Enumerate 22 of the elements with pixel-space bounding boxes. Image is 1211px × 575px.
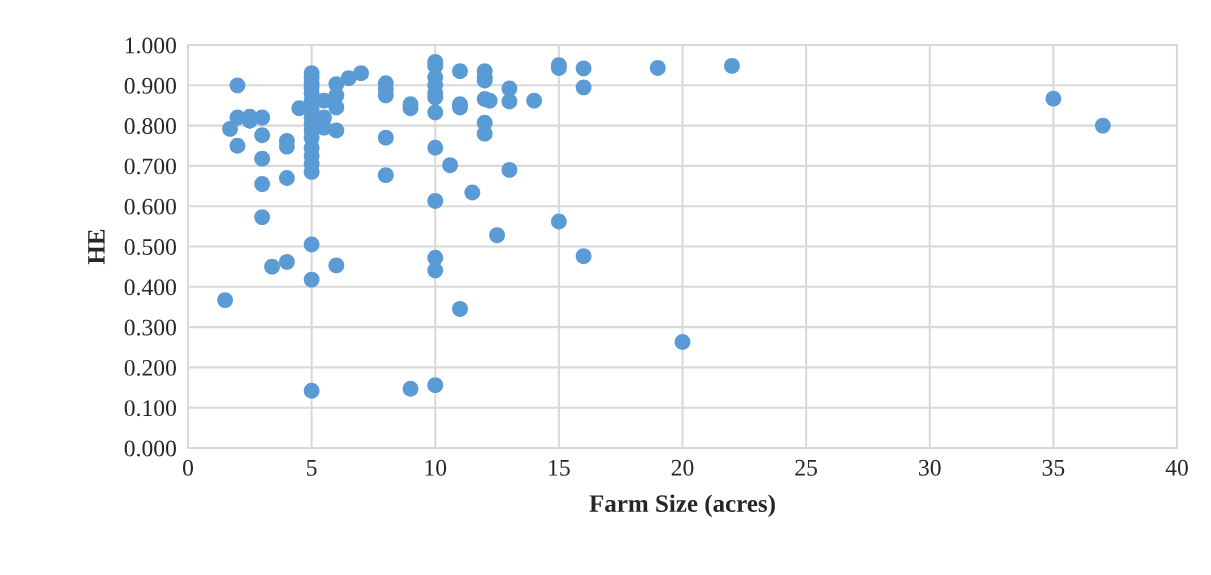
- y-tick-label: 0.100: [124, 400, 176, 417]
- y-tick-label: 0.300: [124, 319, 176, 336]
- y-tick-label: 0.000: [124, 440, 176, 457]
- y-tick-label: 0.400: [124, 279, 176, 296]
- x-tick-label: 15: [549, 459, 570, 476]
- x-tick-label: 0: [183, 459, 193, 476]
- y-tick-label: 0.700: [124, 158, 176, 175]
- y-axis-title: HE: [88, 229, 105, 265]
- y-tick-label: 0.900: [124, 77, 176, 94]
- y-tick-label: 0.200: [124, 359, 176, 376]
- y-tick-label: 0.500: [124, 238, 176, 256]
- y-tick-label: 0.600: [124, 198, 176, 215]
- x-tick-label: 20: [671, 459, 694, 476]
- x-tick-label: 10: [425, 459, 447, 476]
- x-tick-label: 30: [919, 459, 941, 476]
- x-axis-title: Farm Size (acres): [589, 494, 775, 518]
- x-tick-label: 5: [307, 460, 317, 476]
- x-tick-label: 40: [1165, 459, 1188, 476]
- y-tick-label: 0.800: [124, 118, 176, 135]
- x-tick-label: 25: [795, 459, 818, 476]
- y-tick-label: 1.000: [125, 37, 176, 54]
- x-tick-label: 35: [1042, 459, 1065, 476]
